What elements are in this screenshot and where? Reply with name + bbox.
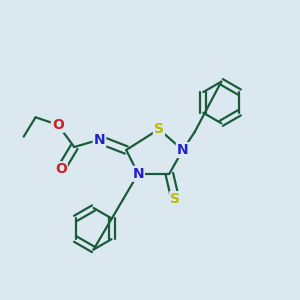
- Text: O: O: [55, 162, 67, 176]
- Text: S: S: [154, 122, 164, 136]
- Text: N: N: [94, 133, 105, 147]
- Text: O: O: [52, 118, 64, 132]
- Text: N: N: [177, 143, 188, 157]
- Text: S: S: [170, 192, 180, 206]
- Text: N: N: [132, 167, 144, 181]
